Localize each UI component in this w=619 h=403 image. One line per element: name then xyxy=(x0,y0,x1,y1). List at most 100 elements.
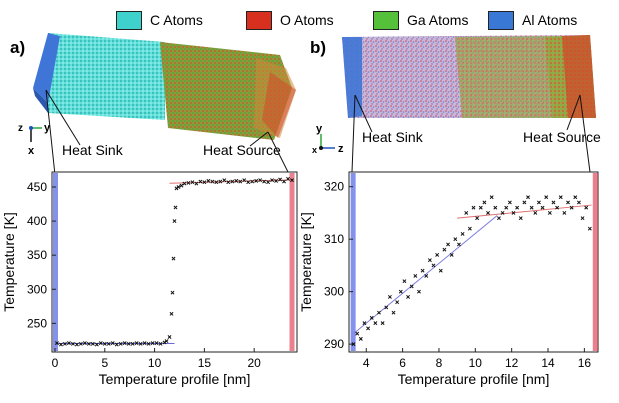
x-tick-label: 0 xyxy=(52,356,59,370)
data-point xyxy=(409,284,414,289)
data-point xyxy=(460,231,465,236)
panel-b-structure xyxy=(342,35,596,118)
data-point xyxy=(442,247,447,252)
data-point xyxy=(206,178,211,183)
x-tick-label: 10 xyxy=(469,356,483,370)
data-point xyxy=(98,341,103,346)
heat-sink-pointer xyxy=(45,89,56,176)
data-point xyxy=(478,205,483,210)
data-point xyxy=(566,200,570,205)
data-point xyxy=(190,180,195,185)
x-tick-label: 16 xyxy=(578,356,592,370)
data-point xyxy=(282,179,287,184)
data-point xyxy=(584,205,589,210)
data-point xyxy=(573,195,578,200)
data-point xyxy=(518,216,523,221)
data-point xyxy=(576,200,581,205)
data-point xyxy=(562,210,567,215)
data-point xyxy=(62,341,67,346)
data-point xyxy=(146,341,151,346)
data-point xyxy=(242,178,247,183)
y-tick-label: 290 xyxy=(324,337,344,351)
data-point xyxy=(438,268,443,273)
data-point xyxy=(420,268,425,273)
data-point xyxy=(587,226,592,231)
data-point xyxy=(194,181,199,186)
y-tick-label: 400 xyxy=(27,214,47,228)
data-point xyxy=(417,289,421,294)
data-point xyxy=(170,290,175,295)
data-point xyxy=(78,341,83,346)
data-point xyxy=(533,210,538,215)
data-point xyxy=(406,294,411,299)
data-point xyxy=(580,216,585,221)
data-point xyxy=(467,226,472,231)
data-point xyxy=(529,205,534,210)
panel-b-label: b) xyxy=(310,38,326,57)
x-tick-label: 4 xyxy=(363,356,370,370)
data-point xyxy=(106,341,111,346)
legend-label: C Atoms xyxy=(150,12,203,28)
y-tick-label: 310 xyxy=(324,232,344,246)
data-point xyxy=(154,341,159,346)
al-atoms-swatch xyxy=(488,10,514,30)
heat-source-pointer xyxy=(579,94,591,173)
c-atoms-swatch xyxy=(116,10,142,30)
data-point xyxy=(464,210,469,215)
data-point xyxy=(202,180,207,185)
data-point xyxy=(522,200,527,205)
data-point xyxy=(457,242,461,247)
data-point xyxy=(558,195,563,200)
data-point xyxy=(82,341,87,346)
legend-ga-atoms: Ga Atoms xyxy=(373,9,468,31)
y-tick-label: 450 xyxy=(27,180,47,194)
data-point xyxy=(362,321,367,326)
data-point xyxy=(210,179,215,184)
data-point xyxy=(431,263,436,268)
heat-sink-band xyxy=(52,173,58,351)
x-tick-label: 8 xyxy=(436,356,443,370)
data-point xyxy=(446,242,451,247)
y-axis-title: Temperature [K] xyxy=(1,212,17,312)
o-atoms-swatch xyxy=(246,10,272,30)
data-point xyxy=(59,342,63,347)
data-point xyxy=(278,177,283,182)
x-tick-label: 6 xyxy=(399,356,406,370)
x-tick-label: 5 xyxy=(101,356,108,370)
y-tick-label: 300 xyxy=(27,282,47,296)
data-point xyxy=(134,341,139,346)
x-axis-title: Temperature profile [nm] xyxy=(398,371,550,387)
data-point xyxy=(74,342,79,347)
y-tick-label: 350 xyxy=(27,248,47,262)
data-point xyxy=(114,342,119,347)
data-point xyxy=(395,300,400,305)
heat-sink-pointer xyxy=(354,94,373,133)
data-point xyxy=(511,210,516,215)
data-point xyxy=(171,256,176,261)
data-point xyxy=(172,219,177,224)
data-point xyxy=(427,258,432,263)
data-point xyxy=(230,179,235,184)
x-tick-label: 15 xyxy=(198,356,212,370)
data-point xyxy=(167,335,172,339)
data-point xyxy=(500,210,505,215)
fit-line xyxy=(457,204,592,219)
data-point xyxy=(380,321,385,326)
data-point xyxy=(493,205,498,210)
data-point xyxy=(86,341,91,346)
data-point xyxy=(70,341,75,346)
chart-b: 4 6 8 10 12 14 16 290 300 310 320 Temperature profi… xyxy=(298,171,599,387)
data-point xyxy=(270,178,275,183)
data-point xyxy=(198,179,203,184)
legend-c-atoms: C Atoms xyxy=(116,9,203,31)
data-point xyxy=(142,341,147,346)
data-point xyxy=(373,321,378,326)
y-tick-label: 300 xyxy=(324,285,344,299)
data-point xyxy=(158,341,163,346)
heat-sink-pointer xyxy=(351,94,356,173)
heat-source-band xyxy=(592,173,598,351)
data-point xyxy=(286,176,290,181)
y-axis-title: Temperature [K] xyxy=(298,212,314,312)
data-point xyxy=(387,294,392,299)
